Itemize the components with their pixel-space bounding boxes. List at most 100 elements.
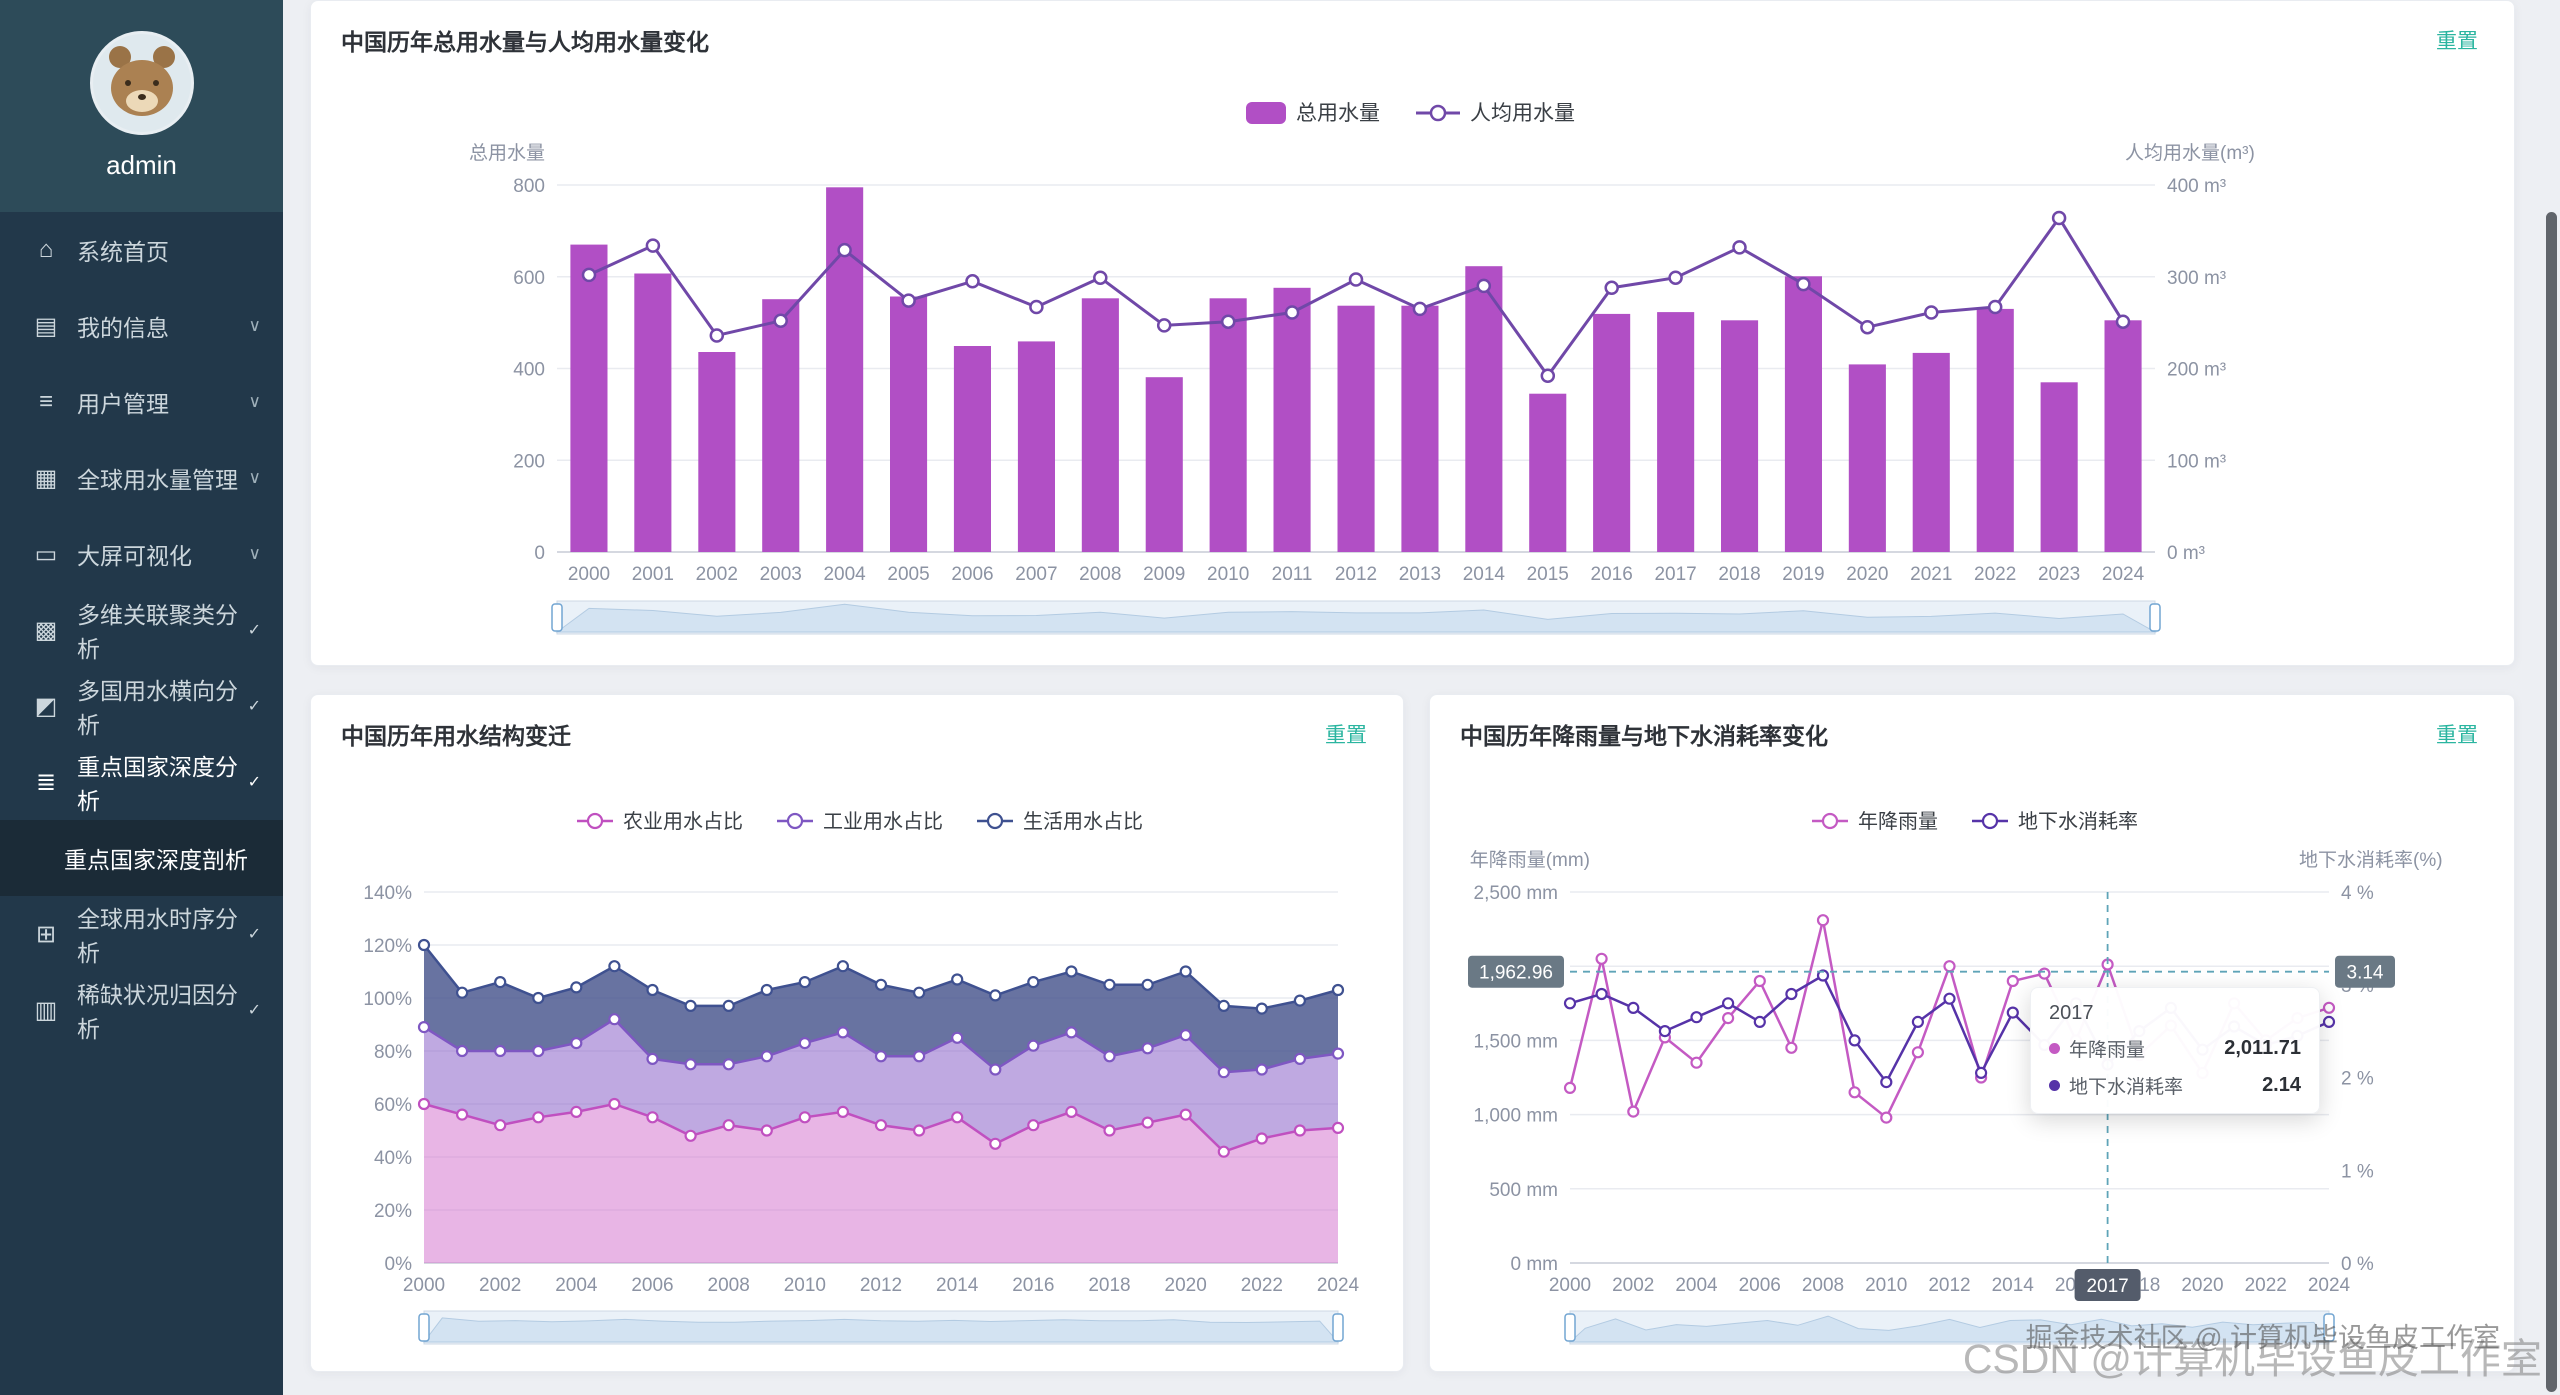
usage-chart-canvas[interactable]: 0 200 400 600 800 0 m³ 100 m³ 200 m³ 300 m³ 400 m…	[341, 67, 2484, 647]
nav-label: 全球用水量管理	[77, 467, 238, 493]
sidebar-item-big-screen[interactable]: ▭ 大屏可视化 ∨	[0, 516, 283, 592]
svg-text:200 m³: 200 m³	[2167, 360, 2226, 381]
svg-text:60%: 60%	[374, 1095, 412, 1116]
nav-label: 多维关联聚类分析	[77, 602, 238, 662]
svg-text:2014: 2014	[1992, 1275, 2035, 1296]
card-title-structure: 中国历年用水结构变迁	[341, 723, 571, 749]
card-title-rainfall: 中国历年降雨量与地下水消耗率变化	[1460, 723, 1828, 749]
cluster-icon: ▩	[34, 616, 58, 644]
svg-text:2001: 2001	[632, 564, 674, 585]
nav-label: 重点国家深度剖析	[64, 847, 248, 873]
tooltip-series-name: 地下水消耗率	[2069, 1077, 2184, 1098]
nav-label: 大屏可视化	[77, 543, 192, 569]
svg-text:2017: 2017	[2086, 1276, 2128, 1297]
svg-text:总用水量: 总用水量	[1296, 102, 1380, 125]
svg-text:2022: 2022	[1241, 1275, 1283, 1296]
nav-label: 全球用水时序分析	[77, 906, 238, 966]
svg-text:300 m³: 300 m³	[2167, 268, 2226, 289]
svg-text:2016: 2016	[1012, 1275, 1054, 1296]
svg-text:100 m³: 100 m³	[2167, 451, 2226, 472]
main-content: 中国历年总用水量与人均用水量变化 重置 0 200 400 600 800 0 m³ 100…	[283, 0, 2560, 1395]
nav-label: 重点国家深度分析	[77, 754, 238, 814]
svg-text:1,000 mm: 1,000 mm	[1474, 1106, 1558, 1127]
svg-text:人均用水量: 人均用水量	[1470, 102, 1575, 125]
svg-text:2 %: 2 %	[2341, 1069, 2374, 1090]
svg-text:2015: 2015	[1527, 564, 1569, 585]
svg-text:2010: 2010	[1207, 564, 1249, 585]
card-title-usage: 中国历年总用水量与人均用水量变化	[341, 29, 709, 55]
chevron-down-icon: ∨	[248, 316, 261, 335]
sidebar-item-user-mgmt[interactable]: ≡ 用户管理 ∨	[0, 364, 283, 440]
list-icon: ≡	[38, 388, 53, 415]
sidebar-item-global-usage-mgmt[interactable]: ▦ 全球用水量管理 ∨	[0, 440, 283, 516]
svg-text:400: 400	[513, 360, 545, 381]
svg-text:2014: 2014	[936, 1275, 979, 1296]
svg-text:2002: 2002	[479, 1275, 521, 1296]
tooltip-row: 地下水消耗率 2.14	[2049, 1072, 2301, 1099]
svg-text:年降雨量(mm): 年降雨量(mm)	[1470, 849, 1590, 871]
svg-text:2020: 2020	[1846, 564, 1888, 585]
svg-text:2014: 2014	[1463, 564, 1506, 585]
svg-text:人均用水量(m³): 人均用水量(m³)	[2125, 142, 2255, 164]
svg-text:2009: 2009	[1143, 564, 1185, 585]
reset-button-rainfall[interactable]: 重置	[2430, 717, 2484, 751]
check-icon: ✓	[247, 698, 261, 715]
svg-text:2013: 2013	[1399, 564, 1441, 585]
chevron-down-icon: ∨	[248, 468, 261, 487]
sidebar-item-cluster-analysis[interactable]: ▩ 多维关联聚类分析 ✓	[0, 592, 283, 668]
sidebar-item-key-country-analysis[interactable]: ≣ 重点国家深度分析 ✓	[0, 744, 283, 820]
svg-text:2008: 2008	[1802, 1275, 1844, 1296]
check-icon: ✓	[247, 774, 261, 791]
svg-text:80%: 80%	[374, 1042, 412, 1063]
svg-text:2010: 2010	[1865, 1275, 1907, 1296]
svg-text:1 %: 1 %	[2341, 1161, 2374, 1182]
svg-text:1,962.96: 1,962.96	[1479, 963, 1553, 984]
reset-button-structure[interactable]: 重置	[1319, 717, 1373, 751]
svg-text:0 m³: 0 m³	[2167, 543, 2205, 564]
username: admin	[106, 150, 177, 180]
avatar-bear-ear	[152, 46, 175, 68]
svg-text:0 mm: 0 mm	[1511, 1254, 1559, 1275]
reset-button-usage[interactable]: 重置	[2430, 23, 2484, 57]
avatar[interactable]	[89, 31, 194, 135]
svg-text:农业用水占比: 农业用水占比	[623, 810, 743, 833]
structure-chart-canvas[interactable]: 0% 20% 40% 60% 80% 100% 120% 140% 2000 2002 2004 20…	[341, 761, 1373, 1356]
chart-icon: ◩	[34, 692, 58, 720]
svg-text:2006: 2006	[1739, 1275, 1781, 1296]
sidebar-item-scarcity-analysis[interactable]: ▥ 稀缺状况归因分析 ✓	[0, 972, 283, 1048]
tooltip-series-value: 2.14	[2262, 1074, 2301, 1096]
svg-text:2011: 2011	[1272, 564, 1313, 585]
sidebar: admin ⌂ 系统首页 ▤ 我的信息 ∨ ≡ 用户管理 ∨ ▦ 全球用水量管理…	[0, 0, 283, 1395]
sidebar-item-home[interactable]: ⌂ 系统首页	[0, 212, 283, 288]
avatar-bear-face	[110, 59, 173, 116]
user-panel: admin	[0, 0, 283, 212]
svg-text:2018: 2018	[1718, 564, 1760, 585]
svg-text:140%: 140%	[363, 883, 412, 904]
svg-text:2002: 2002	[696, 564, 738, 585]
sidebar-item-my-info[interactable]: ▤ 我的信息 ∨	[0, 288, 283, 364]
check-icon: ✓	[247, 926, 261, 943]
scrollbar-thumb[interactable]	[2546, 212, 2557, 1392]
sidebar-item-timeseries-analysis[interactable]: ⊞ 全球用水时序分析 ✓	[0, 896, 283, 972]
svg-text:2000: 2000	[568, 564, 610, 585]
card-rainfall: 中国历年降雨量与地下水消耗率变化 重置 0 mm 500 mm 1,000 mm 1,…	[1429, 694, 2515, 1372]
check-icon: ✓	[247, 622, 261, 639]
svg-text:总用水量: 总用水量	[469, 142, 545, 164]
nav-label: 稀缺状况归因分析	[77, 982, 238, 1042]
svg-text:2000: 2000	[403, 1275, 445, 1296]
svg-text:2004: 2004	[1675, 1275, 1718, 1296]
svg-text:2018: 2018	[1088, 1275, 1130, 1296]
monitor-icon: ▭	[34, 540, 58, 568]
svg-text:2004: 2004	[823, 564, 866, 585]
svg-text:2,500 mm: 2,500 mm	[1474, 883, 1558, 904]
svg-text:3.14: 3.14	[2347, 963, 2384, 984]
submenu-item-key-country-detail[interactable]: 重点国家深度剖析	[0, 820, 283, 896]
sidebar-item-horizontal-analysis[interactable]: ◩ 多国用水横向分析 ✓	[0, 668, 283, 744]
svg-text:2008: 2008	[1079, 564, 1121, 585]
series-dot-groundwater	[2049, 1080, 2060, 1091]
svg-text:2017: 2017	[1654, 564, 1696, 585]
svg-text:500 mm: 500 mm	[1489, 1180, 1558, 1201]
svg-text:100%: 100%	[363, 989, 412, 1010]
svg-text:2012: 2012	[1928, 1275, 1970, 1296]
